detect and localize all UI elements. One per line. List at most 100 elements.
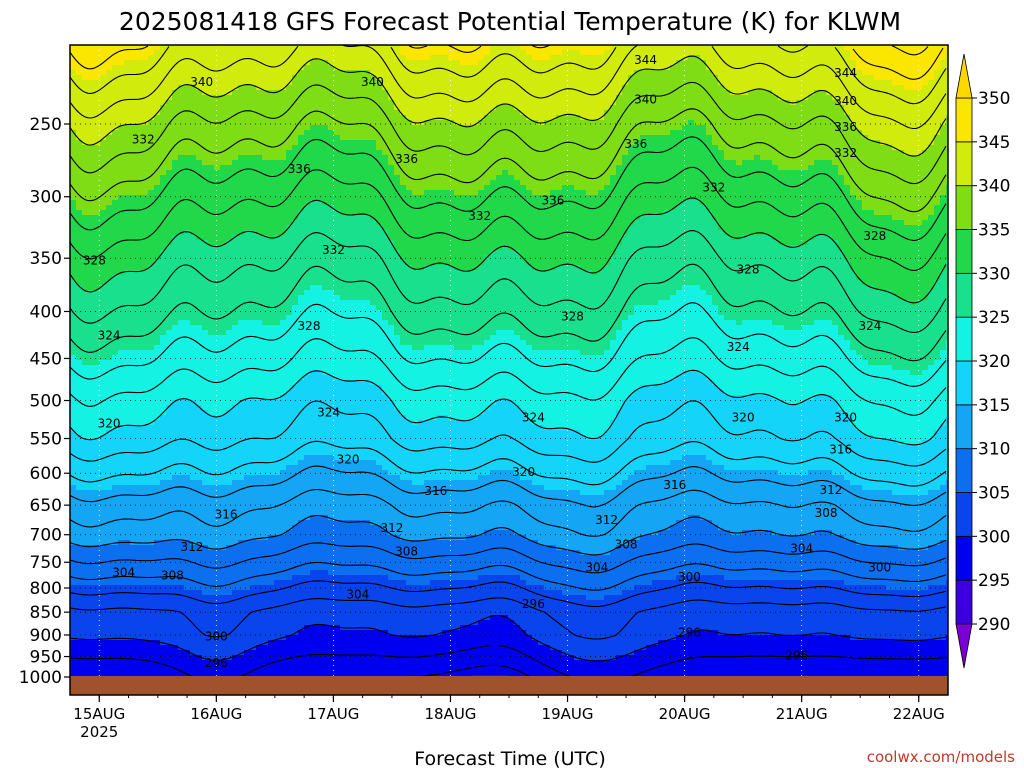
theta-cell bbox=[244, 130, 251, 136]
theta-cell bbox=[268, 630, 275, 636]
theta-cell bbox=[130, 640, 137, 646]
theta-cell bbox=[262, 355, 269, 361]
theta-cell bbox=[184, 245, 191, 251]
theta-cell bbox=[280, 65, 287, 71]
theta-cell bbox=[166, 665, 173, 671]
theta-cell bbox=[166, 290, 173, 296]
theta-cell bbox=[112, 515, 119, 521]
theta-cell bbox=[172, 640, 179, 646]
theta-cell bbox=[118, 355, 125, 361]
theta-cell bbox=[214, 480, 221, 486]
theta-cell bbox=[208, 340, 215, 346]
theta-cell bbox=[202, 580, 209, 586]
theta-cell bbox=[292, 555, 299, 561]
theta-cell bbox=[166, 535, 173, 541]
theta-cell bbox=[226, 65, 233, 71]
theta-cell bbox=[76, 590, 83, 596]
theta-cell bbox=[256, 50, 263, 56]
theta-cell bbox=[154, 220, 161, 226]
theta-cell bbox=[148, 235, 155, 241]
theta-cell bbox=[256, 350, 263, 356]
theta-cell bbox=[220, 190, 227, 196]
theta-cell bbox=[118, 280, 125, 286]
theta-cell bbox=[106, 370, 113, 376]
theta-cell bbox=[130, 120, 137, 126]
theta-cell bbox=[196, 415, 203, 421]
theta-cell bbox=[286, 625, 293, 631]
theta-cell bbox=[280, 85, 287, 91]
theta-cell bbox=[76, 185, 83, 191]
theta-cell bbox=[166, 320, 173, 326]
theta-cell bbox=[286, 205, 293, 211]
theta-cell bbox=[76, 55, 83, 61]
theta-cell bbox=[298, 70, 305, 76]
theta-cell bbox=[142, 350, 149, 356]
theta-cell bbox=[244, 250, 251, 256]
theta-cell bbox=[178, 185, 185, 191]
theta-cell bbox=[172, 335, 179, 341]
theta-cell bbox=[232, 385, 239, 391]
theta-cell bbox=[220, 150, 227, 156]
theta-cell bbox=[172, 475, 179, 481]
theta-cell bbox=[256, 520, 263, 526]
theta-cell bbox=[262, 620, 269, 626]
theta-cell bbox=[178, 615, 185, 621]
theta-cell bbox=[76, 190, 83, 196]
theta-cell bbox=[250, 95, 257, 101]
theta-cell bbox=[214, 355, 221, 361]
theta-cell bbox=[172, 110, 179, 116]
theta-cell bbox=[160, 515, 167, 521]
theta-cell bbox=[238, 55, 245, 61]
theta-cell bbox=[268, 130, 275, 136]
theta-cell bbox=[76, 135, 83, 141]
theta-cell bbox=[184, 440, 191, 446]
theta-cell bbox=[148, 50, 155, 56]
theta-cell bbox=[286, 470, 293, 476]
theta-cell bbox=[292, 445, 299, 451]
theta-cell bbox=[172, 480, 179, 486]
theta-cell bbox=[220, 195, 227, 201]
theta-cell bbox=[262, 305, 269, 311]
theta-cell bbox=[208, 360, 215, 366]
theta-cell bbox=[160, 75, 167, 81]
theta-cell bbox=[286, 210, 293, 216]
theta-cell bbox=[106, 115, 113, 121]
theta-cell bbox=[160, 210, 167, 216]
theta-cell bbox=[238, 140, 245, 146]
theta-cell bbox=[154, 255, 161, 261]
theta-cell bbox=[202, 80, 209, 86]
theta-cell bbox=[130, 335, 137, 341]
theta-cell bbox=[88, 265, 95, 271]
theta-cell bbox=[94, 150, 101, 156]
theta-cell bbox=[208, 510, 215, 516]
theta-cell bbox=[76, 170, 83, 176]
theta-cell bbox=[208, 530, 215, 536]
theta-cell bbox=[70, 505, 77, 511]
theta-cell bbox=[82, 85, 89, 91]
theta-cell bbox=[202, 115, 209, 121]
theta-cell bbox=[142, 555, 149, 561]
theta-cell bbox=[142, 495, 149, 501]
theta-cell bbox=[124, 485, 131, 491]
theta-cell bbox=[220, 505, 227, 511]
theta-cell bbox=[160, 205, 167, 211]
theta-cell bbox=[136, 660, 143, 666]
theta-cell bbox=[268, 595, 275, 601]
theta-cell bbox=[202, 455, 209, 461]
theta-cell bbox=[190, 660, 197, 666]
theta-cell bbox=[172, 230, 179, 236]
theta-cell bbox=[184, 270, 191, 276]
theta-cell bbox=[274, 380, 281, 386]
theta-cell bbox=[244, 265, 251, 271]
theta-cell bbox=[226, 55, 233, 61]
theta-cell bbox=[208, 660, 215, 666]
theta-cell bbox=[172, 330, 179, 336]
theta-cell bbox=[76, 425, 83, 431]
theta-cell bbox=[286, 100, 293, 106]
theta-cell bbox=[274, 405, 281, 411]
theta-cell bbox=[172, 255, 179, 261]
theta-cell bbox=[238, 565, 245, 571]
theta-cell bbox=[166, 155, 173, 161]
theta-cell bbox=[88, 530, 95, 536]
theta-cell bbox=[280, 555, 287, 561]
